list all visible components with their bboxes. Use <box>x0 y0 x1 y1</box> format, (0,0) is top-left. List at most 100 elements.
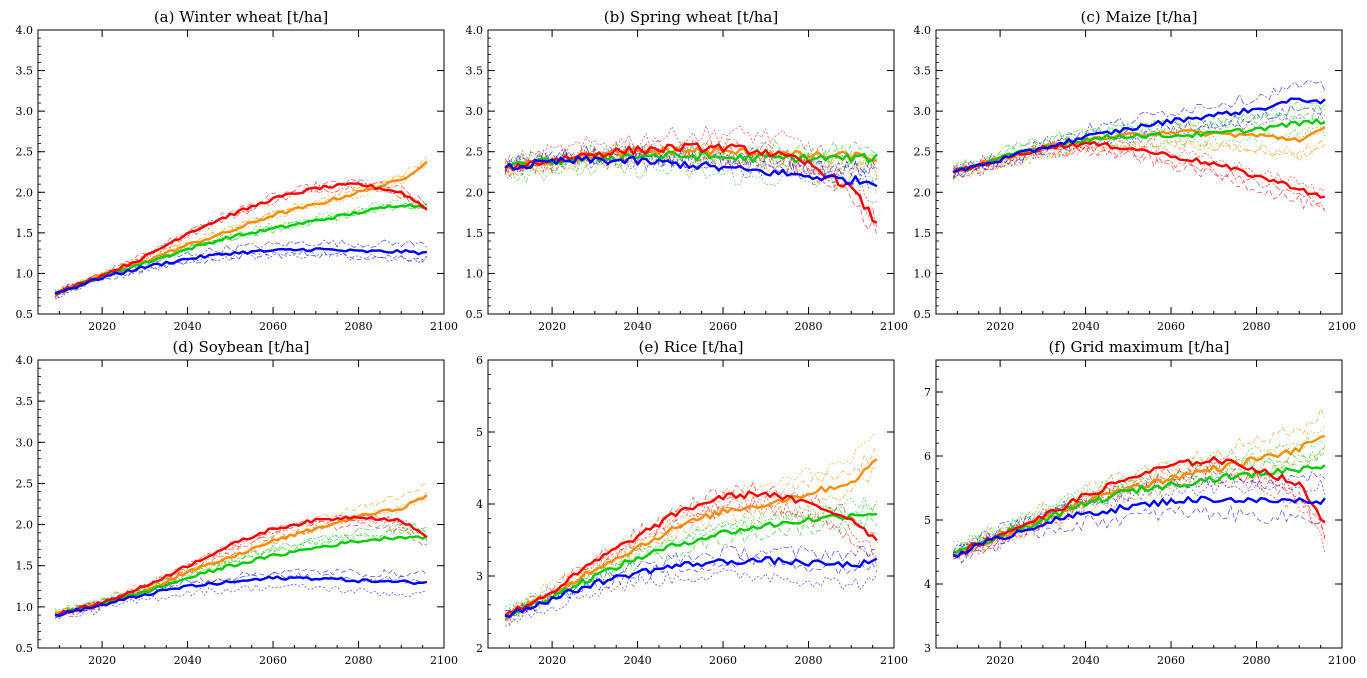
ensemble-member-line <box>952 105 1326 174</box>
x-tick-label: 2060 <box>709 654 737 667</box>
y-tick-label: 1.0 <box>466 267 484 280</box>
ensemble-member-line <box>952 448 1325 557</box>
x-tick-label: 2060 <box>259 654 287 667</box>
ensemble-member-line <box>505 545 877 614</box>
plot-area <box>54 156 428 299</box>
series-mean-line <box>504 490 878 617</box>
y-tick-label: 0.5 <box>16 642 34 655</box>
series-mean-line <box>952 456 1326 558</box>
chart-panel-d: (d) Soybean [t/ha] 2020 2040 2060 2080 2100 0.… <box>16 338 459 667</box>
series-mean-line <box>504 458 878 618</box>
panel-title: (b) Spring wheat [t/ha] <box>604 8 778 26</box>
x-tick-label: 2080 <box>1243 320 1271 333</box>
series-mean-line <box>952 495 1326 559</box>
y-tick-label: 4 <box>476 498 483 511</box>
x-tick-label: 2060 <box>259 320 287 333</box>
x-tick-label: 2020 <box>88 654 116 667</box>
ensemble-member-line <box>504 136 878 230</box>
ensemble-member-line <box>952 113 1326 178</box>
x-tick-label: 2020 <box>986 654 1014 667</box>
x-tick-label: 2060 <box>1157 320 1185 333</box>
series-mean-line <box>504 556 878 619</box>
y-tick-label: 2 <box>476 642 483 655</box>
ensemble-member-line <box>55 249 428 299</box>
x-tick-label: 2080 <box>795 320 823 333</box>
panel-title: (c) Maize [t/ha] <box>1081 8 1198 26</box>
x-tick-label: 2040 <box>174 320 202 333</box>
y-tick-label: 4.0 <box>466 24 484 37</box>
x-tick-label: 2040 <box>1072 654 1100 667</box>
plot-area <box>952 80 1326 212</box>
ensemble-member-line <box>504 444 878 620</box>
y-tick-label: 1.5 <box>466 227 484 240</box>
x-tick-label: 2080 <box>1243 654 1271 667</box>
ensemble-member-line <box>54 482 428 613</box>
chart-panel-f: (f) Grid maximum [t/ha] 2020 2040 2060 2080 2… <box>924 338 1356 667</box>
x-tick-label: 2100 <box>1328 320 1356 333</box>
x-tick-label: 2020 <box>538 654 566 667</box>
ensemble-member-line <box>952 136 1326 197</box>
x-tick-label: 2100 <box>430 654 458 667</box>
series-mean-line <box>55 182 428 295</box>
plot-area <box>952 407 1326 564</box>
x-tick-label: 2100 <box>430 320 458 333</box>
y-tick-label: 0.5 <box>466 308 484 321</box>
y-tick-label: 0.5 <box>914 308 932 321</box>
panel-title: (a) Winter wheat [t/ha] <box>154 8 328 26</box>
ensemble-member-line <box>54 526 427 614</box>
x-tick-label: 2040 <box>624 320 652 333</box>
ensemble-member-line <box>55 239 428 293</box>
ensemble-member-line <box>952 104 1326 179</box>
chart-panel-c: (c) Maize [t/ha] 2020 2040 2060 2080 2100 0.5 1… <box>914 8 1357 333</box>
plot-frame <box>37 359 445 649</box>
ensemble-member-line <box>952 407 1326 553</box>
y-tick-label: 7 <box>924 386 931 399</box>
x-tick-label: 2080 <box>345 654 373 667</box>
plot-frame <box>935 29 1343 315</box>
y-tick-label: 3 <box>924 642 931 655</box>
x-tick-label: 2100 <box>880 654 908 667</box>
ensemble-member-line <box>505 515 878 622</box>
ensemble-member-line <box>54 522 427 617</box>
ensemble-member-line <box>54 572 427 619</box>
y-tick-label: 2.0 <box>16 186 34 199</box>
panel-title: (d) Soybean [t/ha] <box>172 338 309 356</box>
ensemble-member-line <box>54 184 428 298</box>
plot-area <box>54 482 428 620</box>
ensemble-member-line <box>54 180 427 297</box>
ensemble-member-line <box>952 144 1326 210</box>
x-tick-label: 2020 <box>88 320 116 333</box>
series-mean-line <box>54 515 428 617</box>
x-tick-label: 2080 <box>345 320 373 333</box>
y-tick-label: 4.0 <box>16 24 34 37</box>
y-tick-label: 3.5 <box>16 65 34 78</box>
y-tick-label: 0.5 <box>16 308 34 321</box>
y-tick-label: 4.0 <box>16 354 34 367</box>
series-mean-line <box>54 203 428 295</box>
y-tick-label: 2.5 <box>466 146 484 159</box>
y-tick-label: 2.0 <box>914 186 932 199</box>
x-tick-label: 2020 <box>986 320 1014 333</box>
y-tick-label: 5 <box>924 514 931 527</box>
ensemble-member-line <box>504 159 878 194</box>
ensemble-member-line <box>55 165 428 294</box>
series-mean-line <box>54 247 427 295</box>
series-mean-line <box>952 140 1326 199</box>
y-tick-label: 3.5 <box>466 65 484 78</box>
x-tick-label: 2100 <box>1328 654 1356 667</box>
x-tick-label: 2080 <box>795 654 823 667</box>
series-mean-line <box>54 575 428 617</box>
series-mean-line <box>505 512 878 617</box>
panel-title: (f) Grid maximum [t/ha] <box>1048 338 1229 356</box>
x-tick-label: 2060 <box>1157 654 1185 667</box>
ensemble-member-line <box>953 462 1326 559</box>
y-tick-label: 2.5 <box>16 477 34 490</box>
y-tick-label: 1.0 <box>914 267 932 280</box>
y-tick-label: 2.0 <box>466 186 484 199</box>
plot-frame <box>935 359 1343 649</box>
y-tick-label: 4.0 <box>914 24 932 37</box>
y-tick-label: 1.5 <box>16 560 34 573</box>
y-tick-label: 1.0 <box>16 267 34 280</box>
x-tick-label: 2060 <box>709 320 737 333</box>
